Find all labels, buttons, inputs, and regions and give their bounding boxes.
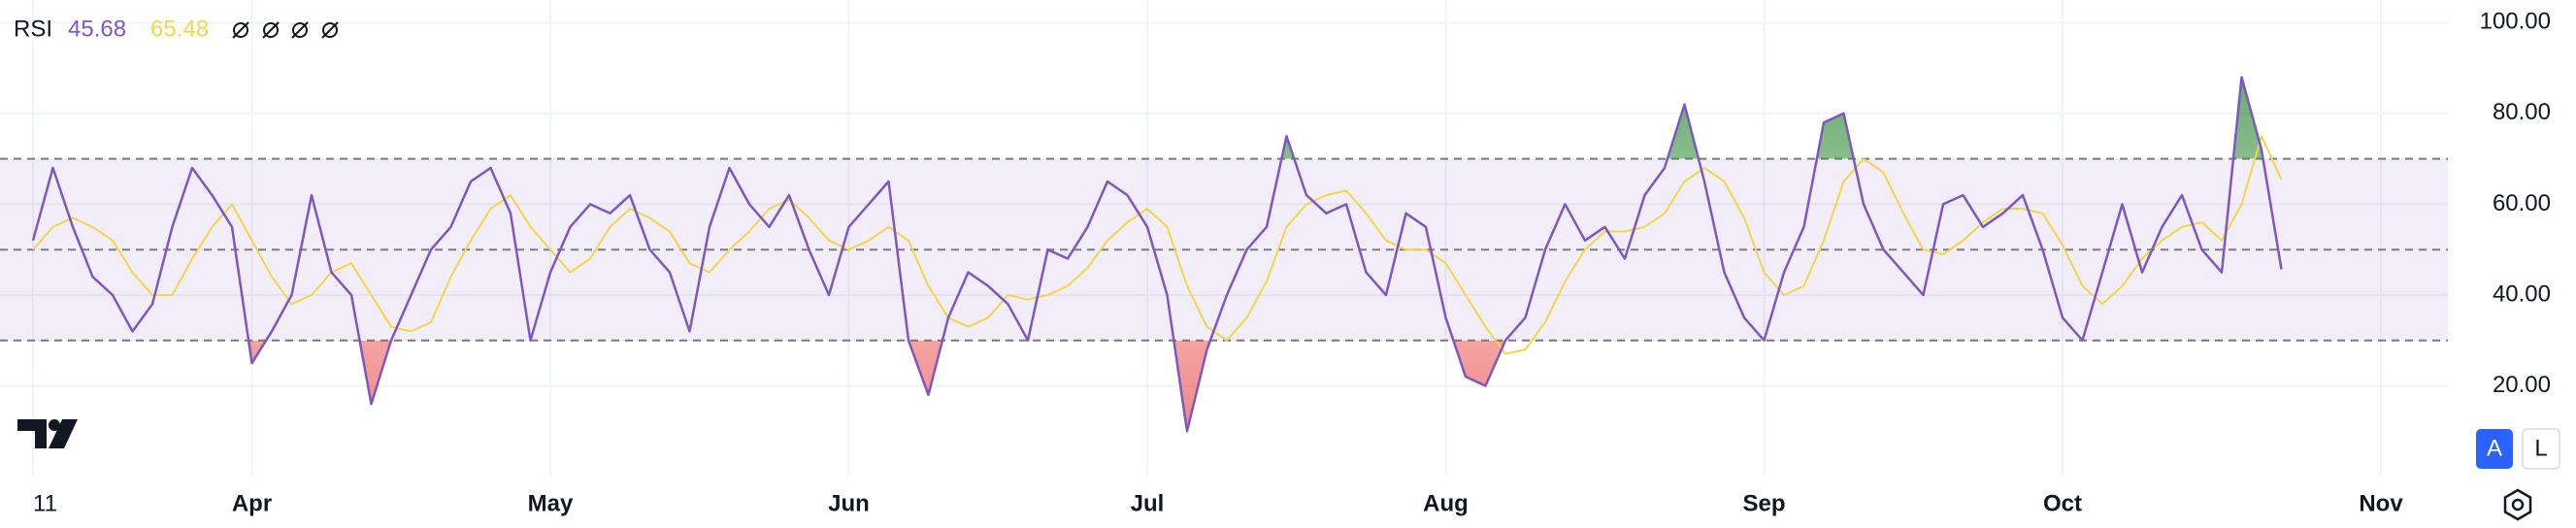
legend: RSI 45.68 65.48 — [14, 16, 339, 42]
legend-value: 45.68 — [68, 16, 126, 42]
x-tick-label: May — [528, 490, 574, 516]
y-tick-label: 80.00 — [2493, 99, 2551, 125]
x-tick-label: Apr — [232, 490, 272, 516]
legend-value: 65.48 — [150, 16, 209, 42]
axes: 20.00 40.00 60.00 80.00 100.00 11 Apr May Jun Jul… — [33, 9, 2551, 517]
series-line — [31, 76, 2283, 433]
button-label[interactable]: L — [2534, 435, 2547, 461]
y-tick-label: 20.00 — [2493, 372, 2551, 398]
logo — [17, 419, 78, 448]
x-tick-label: 11 — [33, 490, 57, 516]
button-label[interactable]: A — [2487, 435, 2502, 461]
y-tick-label: 100.00 — [2480, 9, 2551, 35]
x-tick-label: Jul — [1131, 490, 1165, 516]
settings-button[interactable] — [2503, 488, 2532, 521]
y-tick-label: 40.00 — [2493, 280, 2551, 307]
legend-series-name: RSI — [14, 16, 52, 42]
y-tick-label: 60.00 — [2493, 190, 2551, 216]
oversold-fill — [248, 340, 1505, 432]
x-tick-label: Nov — [2359, 490, 2403, 516]
x-tick-label: Sep — [1742, 490, 1785, 516]
plot — [31, 76, 2283, 433]
grid — [0, 0, 2448, 477]
x-tick-label: Oct — [2043, 490, 2082, 516]
series-line — [32, 135, 2283, 355]
x-tick-label: Aug — [1423, 490, 1469, 516]
log-scale-button[interactable]: L — [2522, 428, 2560, 470]
auto-scale-button[interactable]: A — [2476, 429, 2513, 469]
hidden-value-icons — [232, 21, 339, 39]
x-tick-label: Jun — [828, 490, 870, 516]
